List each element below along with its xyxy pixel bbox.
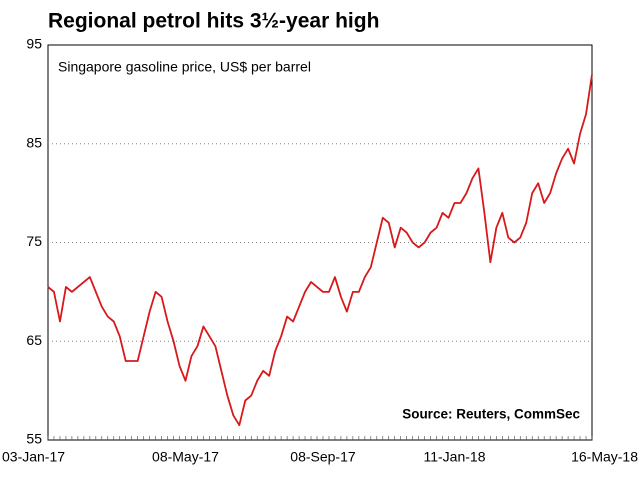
y-tick-label: 55 bbox=[26, 431, 42, 447]
source-note: Source: Reuters, CommSec bbox=[402, 407, 580, 422]
x-tick-label: 08-Sep-17 bbox=[290, 449, 356, 465]
x-tick-label: 08-May-17 bbox=[152, 449, 219, 465]
y-tick-label: 75 bbox=[26, 233, 42, 249]
chart-title: Regional petrol hits 3½-year high bbox=[48, 10, 379, 33]
x-tick-label: 16-May-18 bbox=[571, 449, 638, 465]
y-tick-label: 95 bbox=[26, 36, 42, 52]
x-tick-label: 11-Jan-18 bbox=[423, 449, 485, 465]
chart-subtitle: Singapore gasoline price, US$ per barrel bbox=[58, 59, 311, 75]
y-tick-label: 65 bbox=[26, 332, 42, 348]
price-line bbox=[47, 74, 593, 427]
y-tick-label: 85 bbox=[26, 134, 42, 150]
x-tick-label: 03-Jan-17 bbox=[2, 449, 65, 465]
